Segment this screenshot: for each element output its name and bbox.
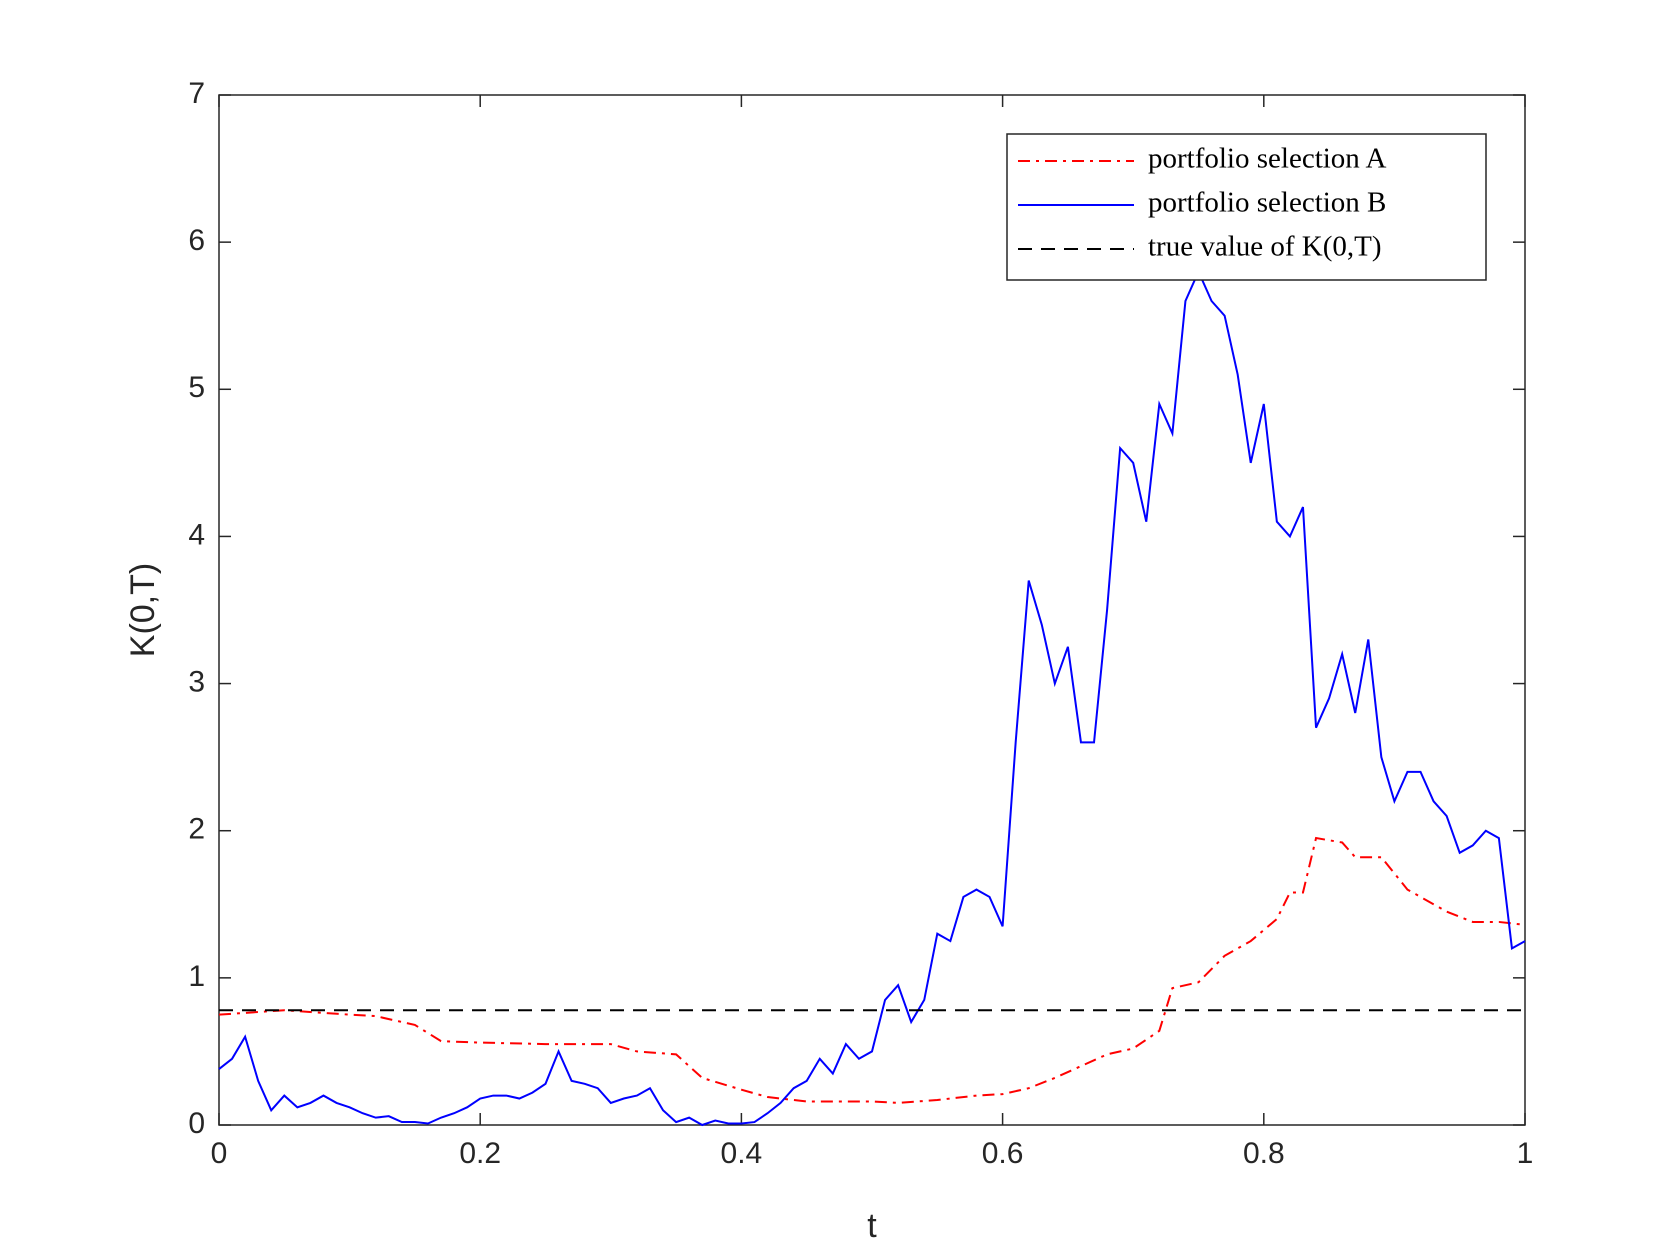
series-line [218, 269, 1526, 1127]
y-tick-label: 6 [188, 224, 205, 257]
x-tick-label: 0.8 [1243, 1137, 1285, 1170]
y-tick-label: 4 [188, 518, 205, 551]
y-tick-label: 1 [188, 960, 205, 993]
legend-box [1006, 133, 1487, 281]
x-tick-label: 0.6 [982, 1137, 1024, 1170]
y-tick-label: 3 [188, 665, 205, 698]
legend-label: true value of K(0,T) [1148, 231, 1382, 263]
x-tick-label: 0.4 [721, 1137, 763, 1170]
y-tick-label: 0 [188, 1107, 205, 1140]
axes-box [218, 94, 1526, 1126]
y-axis-label: K(0,T) [124, 563, 162, 657]
y-tick-label: 7 [188, 77, 205, 110]
y-tick-label: 2 [188, 813, 205, 846]
legend-label: portfolio selection B [1148, 187, 1386, 219]
x-tick-label: 1 [1517, 1137, 1534, 1170]
x-axis-label: t [867, 1207, 877, 1245]
legend-label: portfolio selection A [1148, 143, 1386, 175]
y-tick-label: 5 [188, 371, 205, 404]
x-tick-label: 0 [211, 1137, 228, 1170]
x-tick-label: 0.2 [459, 1137, 501, 1170]
series-line [218, 836, 1526, 1104]
